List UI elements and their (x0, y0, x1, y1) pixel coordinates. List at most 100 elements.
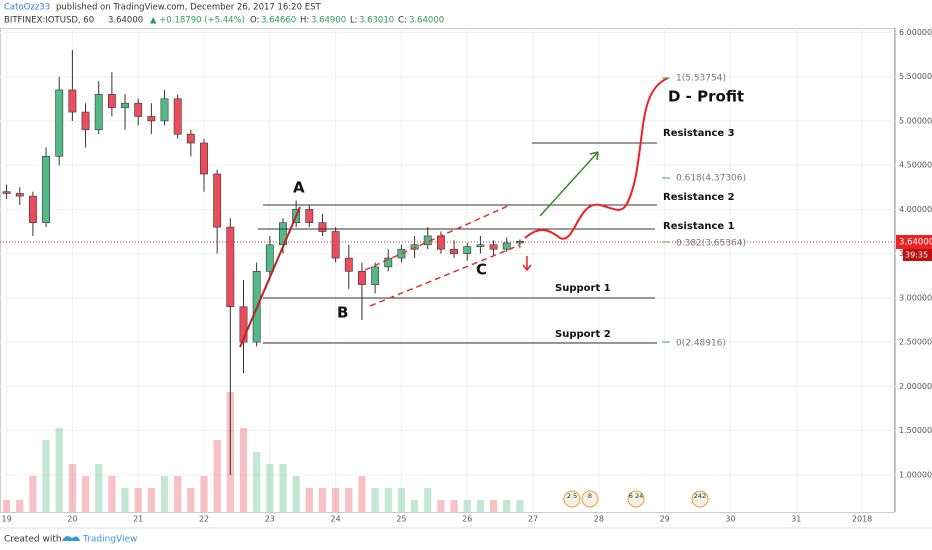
volume-bar (174, 476, 182, 512)
volume-bar (410, 500, 419, 512)
event-icon (691, 490, 709, 508)
label-d: D - Profit (668, 88, 744, 106)
candle-body (28, 195, 37, 223)
label-c: C (476, 261, 487, 279)
volume-bar (358, 476, 366, 512)
down-arrow (522, 256, 532, 272)
l-value: 3.63010 (359, 16, 394, 26)
candle-body (200, 142, 208, 175)
x-tick-label: 2018 (852, 515, 872, 524)
x-tick-label: 26 (462, 515, 472, 524)
up-arrow (539, 151, 599, 217)
y-tick-label: 1.50000 (899, 426, 932, 435)
volume-bar (68, 464, 77, 512)
candle-body (147, 116, 156, 122)
volume-bar (371, 488, 379, 512)
y-tick-label: 6.00000 (899, 28, 932, 37)
volume-bar (292, 476, 300, 512)
volume-bar (147, 488, 155, 512)
label-r1: Resistance 1 (663, 221, 735, 232)
volume-bar (29, 476, 37, 512)
candle-body (15, 193, 24, 197)
y-tick-label: 2.00000 (899, 382, 932, 391)
volume-bar (239, 428, 248, 512)
y-tick-label: 4.50000 (899, 161, 932, 170)
symbol: BITFINEX:IOTUSD, 60 (4, 16, 94, 26)
volume-bar (81, 476, 90, 512)
candle-body (226, 226, 235, 308)
volume-bar (266, 464, 274, 512)
up-arrow-head (589, 151, 599, 161)
candle-body (42, 155, 50, 223)
h-label: H: (300, 16, 309, 26)
o-label: O: (250, 16, 259, 26)
volume-bar (95, 464, 103, 512)
x-tick-label: 21 (133, 515, 143, 524)
x-tick-label: 20 (67, 515, 77, 524)
volume-bar (200, 476, 208, 512)
c-label: C: (398, 16, 407, 26)
volume-bar (2, 500, 11, 512)
candle-body (107, 94, 116, 108)
volume-bar (384, 488, 392, 512)
volume-bar (108, 476, 116, 512)
label-b: B (337, 304, 348, 322)
last-price: 3.64000 (108, 16, 143, 26)
candle-body (68, 89, 77, 113)
channel-bottom (369, 244, 521, 307)
candle-body (265, 244, 274, 272)
price-tag (896, 235, 932, 249)
x-tick-label: 24 (331, 515, 341, 524)
fib-ticks (662, 77, 670, 343)
candle-body (94, 94, 103, 131)
price-tag-text: 3.64000 (899, 238, 932, 248)
candle-body (331, 231, 340, 259)
x-tick-label: 30 (725, 515, 735, 524)
x-tick-label: 28 (594, 515, 604, 524)
volume-bar (437, 500, 445, 512)
x-tick-label: 25 (396, 515, 406, 524)
y-tick-label: 4.00000 (899, 205, 932, 214)
candle-body (318, 222, 327, 232)
volume-bar (134, 488, 142, 512)
candle-body (436, 235, 445, 250)
y-tick-label: 5.50000 (899, 72, 932, 81)
x-tick-label: 29 (660, 515, 670, 524)
candle-body (450, 248, 459, 254)
volume-bar (516, 500, 524, 512)
volume-bar (42, 440, 50, 512)
volume-bar (160, 476, 169, 512)
fib-1: 1(5.53754) (676, 74, 726, 84)
x-tick-label: 19 (1, 515, 11, 524)
candle-body (2, 191, 11, 194)
volume-bar (318, 488, 327, 512)
candle-body (397, 248, 406, 259)
x-tick-label: 31 (791, 515, 801, 524)
c-value: 3.64000 (409, 16, 444, 26)
event-label: 6 24 (629, 492, 643, 500)
author[interactable]: CatoOzz33 (4, 3, 50, 13)
candle-body (160, 98, 169, 122)
volume-bar (332, 488, 340, 512)
event-icon (627, 490, 645, 508)
volume-bar (305, 488, 313, 512)
volume-bar (424, 488, 432, 512)
y-tick-label: 1.00000 (899, 470, 932, 479)
label-s2: Support 2 (555, 329, 611, 340)
candle-body (371, 266, 380, 285)
candle-body (305, 209, 314, 223)
candle-body (344, 257, 353, 272)
change: ▲ +0.18790 (+5.44%) (150, 16, 245, 26)
projection-curve (524, 77, 669, 240)
footer-brand[interactable]: TradingView (82, 535, 137, 545)
label-a: A (293, 179, 305, 197)
candle-body (55, 89, 64, 157)
candle-body (489, 244, 498, 250)
y-tick-label: 3.00000 (899, 293, 932, 302)
volume-bar (213, 440, 221, 512)
y-tick-label: 2.50000 (899, 338, 932, 347)
x-tick-label: 22 (199, 515, 209, 524)
volume-bar (345, 488, 353, 512)
x-tick-label: 23 (265, 515, 275, 524)
volume-bar (121, 488, 129, 512)
